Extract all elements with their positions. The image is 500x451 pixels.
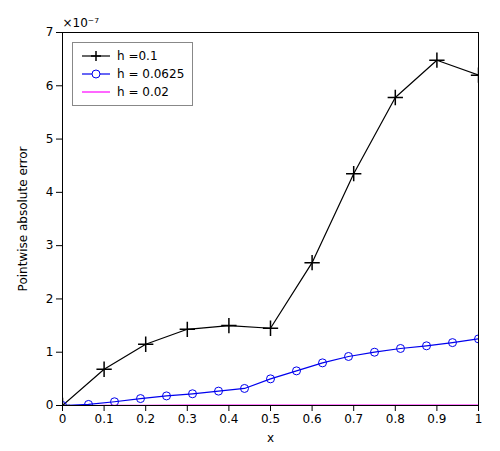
svg-text:0.9: 0.9 bbox=[427, 412, 446, 426]
svg-text:0: 0 bbox=[46, 398, 54, 412]
svg-text:4: 4 bbox=[46, 185, 54, 199]
svg-text:3: 3 bbox=[46, 238, 54, 252]
svg-text:Pointwise absolute error: Pointwise absolute error bbox=[16, 147, 30, 292]
svg-text:6: 6 bbox=[46, 79, 54, 93]
svg-text:1: 1 bbox=[475, 412, 483, 426]
svg-text:0.3: 0.3 bbox=[178, 412, 197, 426]
svg-text:1: 1 bbox=[46, 345, 54, 359]
svg-text:0: 0 bbox=[59, 412, 67, 426]
svg-text:0.1: 0.1 bbox=[95, 412, 114, 426]
svg-text:7: 7 bbox=[46, 25, 54, 39]
html-text:h =0.1: h =0.1 bbox=[117, 49, 158, 63]
svg-text:0.5: 0.5 bbox=[261, 412, 280, 426]
svg-text:0.6: 0.6 bbox=[303, 412, 322, 426]
svg-text:0.2: 0.2 bbox=[136, 412, 155, 426]
svg-text:2: 2 bbox=[46, 292, 54, 306]
svg-text:0.4: 0.4 bbox=[219, 412, 238, 426]
html-text:h = 0.02: h = 0.02 bbox=[117, 85, 169, 99]
svg-text:5: 5 bbox=[46, 132, 54, 146]
svg-text:×10⁻⁷: ×10⁻⁷ bbox=[63, 16, 100, 30]
svg-text:x: x bbox=[267, 431, 274, 445]
svg-text:0.8: 0.8 bbox=[386, 412, 405, 426]
svg-text:0.7: 0.7 bbox=[344, 412, 363, 426]
html-text:h = 0.0625: h = 0.0625 bbox=[117, 67, 185, 81]
